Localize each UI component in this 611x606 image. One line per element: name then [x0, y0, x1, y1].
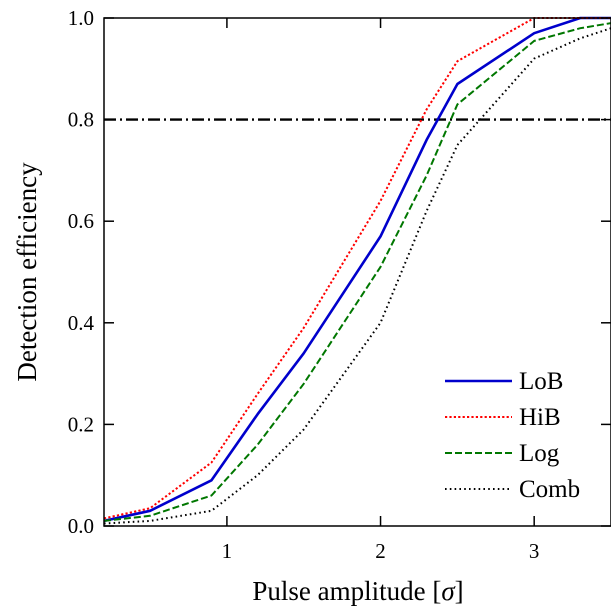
- plot-frame: [103, 17, 611, 527]
- series-line-hib: [103, 17, 611, 520]
- y-tick-label: 0.6: [68, 209, 94, 233]
- series-line-lob: [103, 16, 611, 523]
- legend: LoB HiB Log Comb: [445, 368, 580, 503]
- chart-marks: [103, 16, 611, 525]
- y-axis-title: Detection efficiency: [12, 162, 42, 382]
- x-tick-label: 3: [529, 539, 540, 563]
- axis-ticks: 1 2 3 0.0 0.2 0.4 0.6 0.8 1.0: [68, 6, 611, 563]
- series-line-log: [103, 22, 611, 522]
- x-tick-label: 2: [375, 539, 386, 563]
- y-tick-label: 1.0: [68, 6, 94, 30]
- y-tick-label: 0.4: [68, 311, 95, 335]
- y-tick-label: 0.8: [68, 108, 94, 132]
- legend-label-log: Log: [519, 440, 560, 467]
- x-tick-label: 1: [222, 539, 233, 563]
- y-tick-label: 0.0: [68, 514, 94, 538]
- legend-label-comb: Comb: [519, 476, 580, 503]
- legend-label-lob: LoB: [519, 368, 563, 395]
- y-tick-label: 0.2: [68, 412, 94, 436]
- legend-label-hib: HiB: [519, 404, 561, 431]
- x-axis-title: Pulse amplitude [σ]: [252, 576, 463, 606]
- series-line-comb: [103, 27, 611, 525]
